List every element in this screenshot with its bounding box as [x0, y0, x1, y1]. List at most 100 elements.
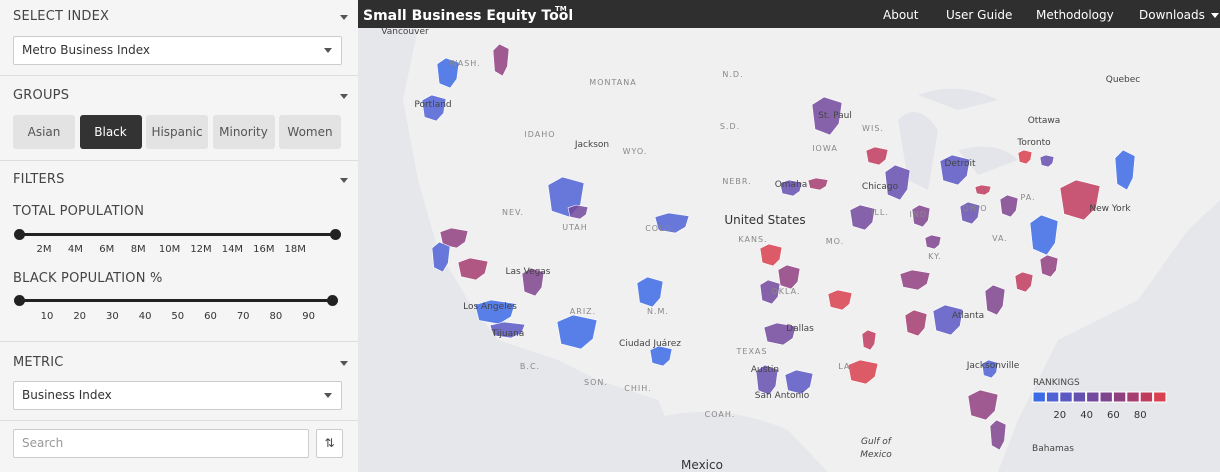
map-label: LA.	[838, 362, 854, 371]
metro-area[interactable]	[556, 314, 598, 350]
metro-area[interactable]	[807, 177, 829, 191]
nav-link[interactable]: Downloads	[1139, 8, 1205, 22]
metro-area[interactable]	[759, 243, 783, 267]
metro-area[interactable]	[489, 321, 526, 339]
metro-area[interactable]	[847, 359, 879, 385]
section-title: METRIC	[13, 355, 64, 370]
metro-area[interactable]	[1059, 179, 1101, 221]
map-label: WYO.	[623, 147, 648, 156]
map-label: COAH.	[705, 410, 736, 419]
slider-tick: 60	[204, 311, 217, 322]
sort-button[interactable]: ⇅	[316, 429, 343, 458]
collapse-caret[interactable]	[340, 361, 348, 366]
metro-area[interactable]	[755, 364, 779, 396]
metro-area[interactable]	[904, 309, 928, 337]
metro-area[interactable]	[1114, 149, 1136, 191]
map-label: Gulf of	[861, 437, 893, 447]
metric-dropdown[interactable]: Business Index	[13, 381, 342, 410]
metro-area[interactable]	[999, 194, 1019, 218]
metro-area[interactable]	[811, 96, 843, 136]
metro-area[interactable]	[939, 154, 971, 186]
metro-area[interactable]	[521, 267, 545, 297]
metro-area[interactable]	[1029, 214, 1059, 256]
map-label: Bahamas	[1032, 444, 1074, 454]
metro-area[interactable]	[567, 204, 589, 220]
metro-area[interactable]	[436, 57, 460, 89]
slider-tick: 16M	[253, 244, 275, 255]
metro-area[interactable]	[654, 212, 690, 234]
metro-area[interactable]	[492, 43, 510, 77]
metro-area[interactable]	[827, 289, 853, 311]
slider-tick: 10M	[158, 244, 181, 255]
nav: About User Guide Methodology Downloads	[883, 8, 1219, 22]
slider-tick: 18M	[284, 244, 306, 255]
nav-link[interactable]: Methodology	[1036, 8, 1114, 22]
metro-area[interactable]	[865, 146, 889, 166]
metro-area[interactable]	[457, 257, 489, 281]
metro-area[interactable]	[784, 369, 814, 395]
collapse-caret[interactable]	[340, 178, 348, 183]
header-bar	[358, 0, 1220, 28]
map-label: ILL.	[871, 208, 889, 217]
map-label: COLO.	[645, 224, 675, 233]
map-label: Dallas	[786, 324, 814, 334]
metro-area[interactable]	[777, 264, 801, 290]
metro-area[interactable]	[899, 269, 931, 291]
dropdown-value: Metro Business Index	[22, 43, 151, 57]
metro-area[interactable]	[421, 94, 447, 122]
collapse-caret[interactable]	[340, 94, 348, 99]
slider-tick: 70	[236, 311, 250, 322]
dropdown-value: Business Index	[22, 388, 112, 402]
dropdown-caret	[324, 393, 332, 398]
metro-area[interactable]	[779, 179, 803, 197]
legend-swatch	[1153, 391, 1167, 403]
group-button[interactable]: Minority	[212, 115, 275, 149]
metro-area[interactable]	[1039, 254, 1059, 278]
section-title: FILTERS	[13, 172, 65, 187]
metro-area[interactable]	[984, 284, 1006, 316]
map-label: Austin	[751, 365, 779, 375]
metro-area[interactable]	[884, 164, 911, 201]
group-button[interactable]: Women	[279, 115, 341, 149]
metro-area[interactable]	[974, 184, 992, 196]
group-button[interactable]: Hispanic	[146, 115, 208, 149]
metro-area[interactable]	[959, 201, 981, 225]
slider-handle[interactable]	[14, 295, 25, 306]
metro-area[interactable]	[763, 322, 797, 346]
metro-area[interactable]	[1014, 271, 1034, 293]
divider	[0, 420, 358, 421]
metro-area[interactable]	[967, 389, 999, 421]
great-lakes	[898, 88, 1018, 190]
search-input[interactable]: Search	[13, 429, 309, 458]
slider-tick: 30	[106, 311, 119, 322]
metro-area[interactable]	[474, 299, 516, 325]
metro-area[interactable]	[932, 304, 964, 336]
map-label: Toronto	[1016, 138, 1051, 148]
metro-area[interactable]	[989, 419, 1007, 451]
slider-track	[19, 299, 332, 302]
metro-area[interactable]	[924, 234, 942, 250]
metro-area[interactable]	[981, 359, 999, 379]
metro-area[interactable]	[759, 279, 781, 305]
slider-handle[interactable]	[14, 229, 25, 240]
map: Small Business Equity Tool TM About User …	[358, 0, 1220, 472]
slider-handle[interactable]	[330, 229, 341, 240]
metro-area[interactable]	[1017, 149, 1033, 165]
metro-area[interactable]	[849, 204, 876, 231]
metro-area[interactable]	[649, 345, 673, 367]
collapse-caret[interactable]	[340, 15, 348, 20]
metro-area[interactable]	[636, 276, 664, 308]
slider-tick: 12M	[190, 244, 212, 255]
nav-link[interactable]: About	[883, 8, 919, 22]
section-title: GROUPS	[13, 88, 70, 103]
nav-link[interactable]: User Guide	[946, 8, 1012, 22]
metro-area[interactable]	[861, 329, 877, 351]
group-button[interactable]: Asian	[13, 115, 75, 149]
metro-area[interactable]	[1039, 154, 1055, 168]
metro-area[interactable]	[431, 241, 451, 273]
slider-handle[interactable]	[327, 295, 338, 306]
index-dropdown[interactable]: Metro Business Index	[13, 36, 342, 65]
group-button[interactable]: Black	[79, 115, 142, 149]
metro-area[interactable]	[911, 204, 931, 228]
slider-track	[19, 233, 335, 236]
